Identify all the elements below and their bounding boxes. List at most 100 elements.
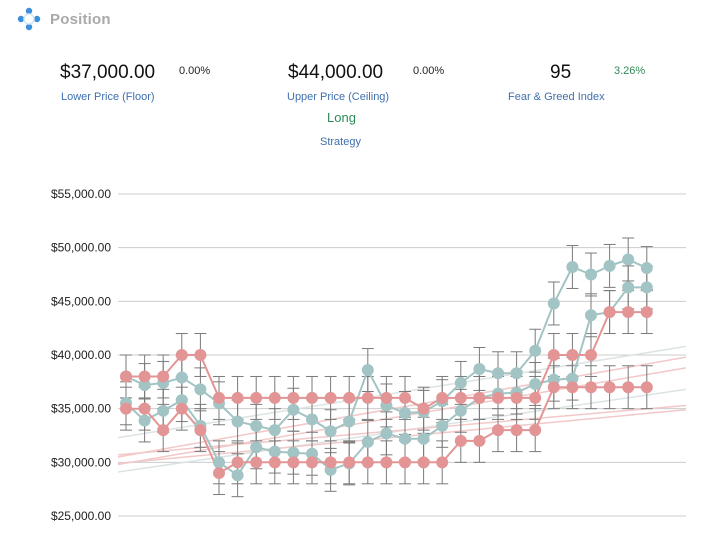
data-point bbox=[343, 391, 356, 404]
data-point bbox=[622, 281, 635, 294]
data-point bbox=[547, 297, 560, 310]
data-point bbox=[306, 391, 318, 404]
data-point bbox=[157, 404, 170, 417]
data-point bbox=[585, 381, 597, 394]
fear-greed-value: 95 bbox=[550, 62, 572, 83]
data-point bbox=[361, 364, 374, 377]
data-point bbox=[585, 309, 597, 322]
data-point bbox=[250, 441, 263, 454]
data-point bbox=[194, 383, 207, 396]
data-point bbox=[492, 424, 504, 437]
data-point bbox=[306, 413, 318, 426]
data-point bbox=[417, 402, 430, 415]
data-point bbox=[231, 469, 244, 482]
data-point bbox=[454, 434, 467, 447]
data-point bbox=[473, 434, 486, 447]
data-point bbox=[324, 391, 337, 404]
data-point bbox=[306, 447, 318, 460]
data-point bbox=[492, 391, 504, 404]
y-tick-label: $45,000.00 bbox=[51, 294, 111, 308]
strategy-value: Long bbox=[327, 110, 356, 125]
data-point bbox=[175, 394, 188, 407]
data-point bbox=[603, 306, 616, 319]
data-point bbox=[213, 467, 225, 480]
strategy-label: Strategy bbox=[320, 136, 361, 148]
data-point bbox=[380, 456, 393, 469]
data-point bbox=[324, 425, 337, 438]
data-point bbox=[231, 415, 244, 428]
lower-price-change: 0.00% bbox=[179, 65, 211, 77]
data-point bbox=[138, 402, 151, 415]
y-tick-label: $25,000.00 bbox=[51, 509, 111, 523]
data-point bbox=[640, 262, 653, 275]
data-point bbox=[603, 381, 616, 394]
page-title: Position bbox=[50, 10, 111, 28]
data-point bbox=[399, 406, 411, 419]
data-point bbox=[529, 344, 542, 357]
data-point bbox=[138, 414, 151, 427]
data-point bbox=[399, 432, 411, 445]
data-point bbox=[510, 391, 523, 404]
lower-price-value: $37,000.00 bbox=[60, 62, 156, 83]
y-tick-label: $50,000.00 bbox=[51, 241, 111, 255]
fear-greed-label: Fear & Greed Index bbox=[508, 91, 605, 103]
data-point bbox=[287, 446, 300, 459]
data-point bbox=[473, 362, 486, 375]
data-point bbox=[622, 306, 635, 319]
data-point bbox=[268, 456, 281, 469]
crosshair-dots-icon bbox=[16, 6, 42, 32]
upper-price-label: Upper Price (Ceiling) bbox=[287, 91, 390, 103]
data-point bbox=[529, 377, 542, 390]
header: Position bbox=[16, 6, 111, 32]
data-point bbox=[640, 381, 653, 394]
data-point bbox=[157, 424, 170, 437]
data-point bbox=[138, 370, 151, 383]
data-point bbox=[138, 379, 151, 392]
data-point bbox=[343, 456, 356, 469]
data-point bbox=[250, 419, 263, 432]
upper-price-value: $44,000.00 bbox=[288, 62, 384, 83]
data-point bbox=[380, 391, 393, 404]
data-point bbox=[510, 367, 523, 380]
y-tick-label: $30,000.00 bbox=[51, 455, 111, 469]
data-point bbox=[361, 391, 374, 404]
data-point bbox=[175, 371, 188, 384]
data-point bbox=[231, 391, 244, 404]
data-point bbox=[380, 427, 393, 440]
lower-price-label: Lower Price (Floor) bbox=[61, 91, 155, 103]
data-point bbox=[287, 403, 300, 416]
data-point bbox=[622, 381, 635, 394]
data-point bbox=[250, 456, 263, 469]
y-tick-label: $55,000.00 bbox=[51, 187, 111, 201]
data-point bbox=[640, 281, 653, 294]
data-point bbox=[287, 456, 300, 469]
data-point bbox=[417, 456, 430, 469]
data-point bbox=[194, 349, 207, 361]
data-point bbox=[194, 424, 207, 437]
y-tick-label: $40,000.00 bbox=[51, 348, 111, 362]
data-point bbox=[213, 391, 225, 404]
data-point bbox=[566, 381, 579, 394]
data-point bbox=[399, 391, 411, 404]
data-point bbox=[231, 456, 244, 469]
data-point bbox=[566, 260, 579, 273]
data-point bbox=[343, 415, 356, 428]
upper-price-change: 0.00% bbox=[413, 65, 445, 77]
fear-greed-change: 3.26% bbox=[614, 65, 646, 77]
data-point bbox=[603, 259, 616, 272]
data-point bbox=[175, 349, 188, 361]
data-point bbox=[417, 432, 430, 445]
data-point bbox=[157, 370, 170, 383]
data-point bbox=[566, 372, 579, 385]
data-point bbox=[436, 391, 449, 404]
data-point bbox=[436, 419, 449, 432]
data-point bbox=[585, 268, 597, 281]
data-point bbox=[361, 435, 374, 448]
data-point bbox=[268, 424, 281, 437]
data-point bbox=[454, 376, 467, 389]
data-point bbox=[306, 456, 318, 469]
data-point bbox=[287, 391, 300, 404]
data-point bbox=[622, 253, 635, 266]
data-point bbox=[213, 456, 225, 469]
